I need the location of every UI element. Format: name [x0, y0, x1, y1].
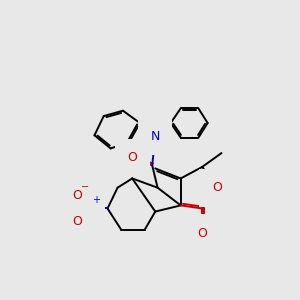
Text: +: + [92, 195, 100, 205]
Text: O: O [212, 181, 222, 194]
Text: N: N [151, 130, 160, 142]
Text: O: O [197, 226, 207, 240]
Text: O: O [72, 189, 82, 202]
Text: O: O [127, 151, 137, 164]
Text: O: O [72, 215, 82, 228]
Text: −: − [81, 182, 89, 191]
Text: N: N [84, 202, 93, 215]
